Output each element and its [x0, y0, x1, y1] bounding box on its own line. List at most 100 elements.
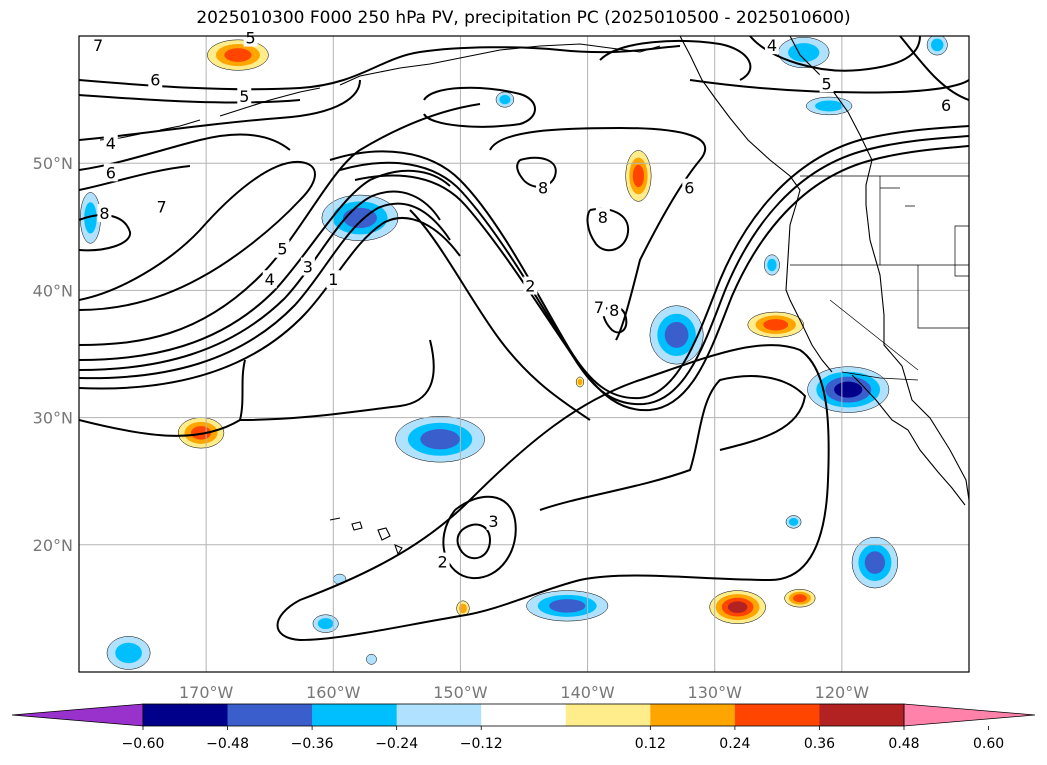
contour-label: 8	[598, 208, 608, 227]
contour-label: 3	[488, 512, 498, 531]
coastlines-layer	[99, 36, 969, 556]
pv-contour	[339, 135, 969, 406]
precip-positive-blob	[625, 150, 652, 202]
precip-fill-level	[664, 321, 689, 348]
precip-positive-blob	[177, 417, 225, 449]
precip-fill-level	[834, 381, 863, 398]
precip-negative-blob	[395, 416, 485, 463]
colorbar-tick-label: −0.24	[375, 736, 418, 752]
precip-fill-level	[577, 378, 583, 386]
contour-label: 3	[303, 258, 313, 277]
precip-positive-blob	[207, 39, 269, 71]
precip-negative-blob	[649, 305, 704, 365]
colorbar-segment	[143, 704, 228, 726]
contour-label-bg	[97, 204, 112, 223]
contour-label-bg	[103, 163, 118, 182]
pv-contour	[354, 145, 969, 412]
contour-label: 7	[93, 36, 103, 55]
colorbar-tick-label: 0.36	[804, 736, 835, 752]
bc-coast-detail	[679, 36, 833, 373]
pv-contour	[409, 209, 591, 421]
pv-contour	[79, 160, 316, 311]
contour-label-bg	[103, 134, 118, 153]
colorbar-tick-label: 0.12	[635, 736, 666, 752]
pv-contour	[539, 375, 807, 511]
contour-label: 8	[99, 204, 109, 223]
precip-negative-blob	[366, 653, 377, 665]
pv-contour	[586, 208, 630, 252]
contour-label-bg	[523, 276, 538, 295]
colorbar-segment	[819, 704, 905, 726]
contour-label: 7	[594, 298, 604, 317]
colorbar: −0.60 −0.48 −0.36 −0.24 −0.12 0.12 0.24 0.36 0.4…	[11, 703, 1036, 752]
contour-label: 6	[684, 179, 694, 198]
precip-negative-blob	[764, 254, 780, 276]
pv-contour	[79, 169, 451, 361]
precip-negative-blob	[312, 614, 339, 633]
precip-negative-blob	[926, 36, 948, 56]
colorbar-extend-low	[11, 703, 144, 727]
pv-contour	[79, 165, 191, 191]
contour-label-bg	[486, 511, 501, 530]
precip-negative-blob	[851, 536, 899, 589]
contour-label: 7	[157, 198, 167, 217]
colorbar-segment	[396, 704, 482, 726]
pv-contour	[79, 103, 481, 346]
contour-label-bg	[592, 298, 607, 317]
colorbar-tick-label: 0.60	[973, 736, 1004, 752]
precipitation-fill-layer	[80, 36, 948, 670]
pv-contour	[456, 523, 492, 560]
contour-label: 8	[538, 179, 548, 198]
precip-negative-blob	[778, 37, 830, 69]
contour-label-bg	[819, 74, 834, 93]
contour-label-bg	[154, 197, 169, 216]
precip-positive-blob	[709, 590, 766, 624]
colorbar-tick-label: −0.48	[206, 736, 249, 752]
pv-contour	[79, 359, 246, 437]
pv-contour	[489, 126, 707, 341]
lat-tick-label: 40°N	[33, 281, 73, 300]
precip-fill-level	[115, 642, 142, 664]
north-america-coastline	[789, 36, 969, 501]
colorbar-segment	[650, 704, 736, 726]
gridlines	[79, 36, 969, 672]
pv-contour	[899, 36, 969, 101]
precip-positive-blob	[575, 376, 585, 388]
precip-fill-level	[793, 594, 807, 603]
precip-fill-level	[864, 551, 886, 574]
contour-label-bg	[91, 36, 106, 55]
lon-tick-label: 140°W	[560, 683, 615, 702]
contour-label-bg	[243, 28, 258, 47]
pv-contour	[423, 86, 536, 128]
contour-label: 5	[277, 240, 287, 259]
precip-fill-level	[727, 601, 748, 613]
contour-label-bg	[237, 87, 252, 106]
pv-contour	[79, 94, 301, 104]
contour-label-bg	[148, 70, 163, 89]
contour-label: 5	[246, 29, 256, 48]
lat-tick-label: 20°N	[33, 536, 73, 555]
precip-fill-level	[366, 653, 377, 665]
contour-label: 4	[106, 134, 116, 153]
us-state-borders	[790, 175, 969, 371]
chart-title: 2025010300 F000 250 hPa PV, precipitatio…	[196, 8, 851, 28]
colorbar-tick-label: −0.12	[460, 736, 503, 752]
precip-fill-level	[459, 603, 467, 614]
precip-positive-blob	[784, 589, 816, 608]
colorbar-tick-label: 0.48	[888, 736, 919, 752]
precip-negative-blob	[806, 96, 853, 116]
pv-contour	[689, 79, 969, 94]
precip-fill-level	[499, 94, 511, 105]
contour-label-bg	[939, 95, 954, 114]
contour-label: 6	[941, 96, 951, 115]
pv-contour	[599, 40, 752, 81]
pv-contour	[79, 217, 461, 390]
precip-positive-blob	[747, 311, 804, 338]
map-frame	[78, 35, 970, 673]
precip-fill-level	[788, 517, 799, 526]
contour-label-bg	[262, 270, 277, 289]
precip-fill-level	[84, 202, 97, 234]
contour-label-bg	[764, 36, 779, 55]
lon-tick-label: 160°W	[306, 683, 361, 702]
